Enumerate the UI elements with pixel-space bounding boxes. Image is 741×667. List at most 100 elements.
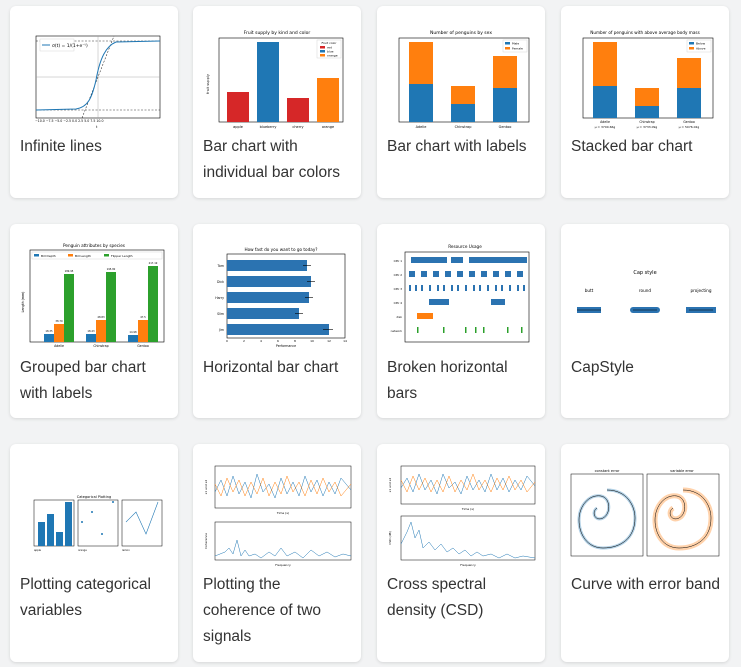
svg-text:Frequency: Frequency — [275, 563, 291, 567]
svg-text:CPU 3: CPU 3 — [394, 287, 403, 291]
svg-text:217.19: 217.19 — [149, 261, 158, 265]
bar-colors-thumbnail-icon: Fruit supply by kind and color fruit sup… — [206, 30, 344, 129]
svg-text:Adelie: Adelie — [54, 344, 64, 348]
svg-text:CPU 2: CPU 2 — [394, 273, 403, 277]
card-title: Infinite lines — [20, 138, 102, 155]
svg-text:projecting: projecting — [690, 288, 711, 293]
svg-text:195.82: 195.82 — [107, 267, 116, 271]
svg-text:Below: Below — [696, 42, 706, 46]
card-title: Bar chart with individual bar colors — [203, 138, 340, 181]
svg-text:t: t — [96, 125, 98, 129]
svg-text:orange: orange — [78, 549, 87, 552]
svg-text:Length (mm): Length (mm) — [21, 292, 25, 313]
gallery-card-stacked-bar[interactable]: Number of penguins with above average bo… — [561, 6, 729, 198]
gallery-card-bar-colors[interactable]: Fruit supply by kind and color fruit sup… — [193, 6, 361, 198]
svg-text:Gentoo: Gentoo — [137, 344, 149, 348]
card-title: Plotting the coherence of two signals — [203, 576, 322, 645]
svg-text:12: 12 — [327, 339, 331, 343]
svg-text:Time (s): Time (s) — [276, 511, 289, 515]
svg-text:blueberry: blueberry — [260, 125, 277, 129]
svg-text:Performance: Performance — [276, 344, 296, 348]
svg-text:round: round — [639, 288, 651, 293]
gallery-card-categorical[interactable]: Categorical Plotting apple orange lemon … — [10, 444, 178, 662]
card-title: Curve with error band — [571, 576, 721, 593]
card-title: Broken horizontal bars — [387, 359, 508, 402]
svg-text:Fruit color: Fruit color — [322, 41, 338, 45]
svg-text:Gentoo: Gentoo — [499, 125, 512, 129]
svg-text:Slim: Slim — [217, 312, 224, 316]
svg-text:Frequency: Frequency — [460, 563, 476, 567]
svg-text:Dick: Dick — [217, 280, 224, 284]
gallery-card-broken-barh[interactable]: Resource Usage CPU 1 CPU 2 CPU 3 CPU 4 d… — [377, 224, 545, 418]
svg-text:Female: Female — [512, 47, 523, 51]
horizontal-bar-thumbnail-icon: How fast do you want to go today? Tom Di… — [215, 247, 347, 348]
svg-text:Jim: Jim — [218, 328, 224, 332]
svg-text:Fruit supply by kind and color: Fruit supply by kind and color — [244, 30, 311, 36]
svg-text:Adelie: Adelie — [416, 125, 427, 129]
svg-text:How fast do you want to go tod: How fast do you want to go today? — [244, 247, 317, 252]
svg-text:CPU 4: CPU 4 — [394, 301, 403, 305]
svg-text:Flipper Length: Flipper Length — [111, 254, 133, 258]
svg-text:Number of penguins with above: Number of penguins with above average bo… — [590, 30, 700, 35]
svg-text:orange: orange — [327, 54, 338, 58]
svg-text:σ(t) = 1/(1+e⁻ᵗ): σ(t) = 1/(1+e⁻ᵗ) — [52, 43, 88, 49]
svg-text:s1 and s2: s1 and s2 — [388, 478, 392, 493]
svg-text:18.43: 18.43 — [87, 329, 95, 333]
svg-text:μ = 3733.09g: μ = 3733.09g — [637, 125, 658, 129]
svg-text:fruit supply: fruit supply — [206, 74, 210, 94]
svg-text:red: red — [327, 46, 332, 50]
gallery-card-grouped-bar[interactable]: Penguin attributes by species Length (mm… — [10, 224, 178, 418]
gallery-card-horizontal-bar[interactable]: How fast do you want to go today? Tom Di… — [193, 224, 361, 418]
gallery-card-bar-labels[interactable]: Number of penguins by sex Male Female Ad… — [377, 6, 545, 198]
svg-text:38.79: 38.79 — [55, 319, 63, 323]
stacked-bar-thumbnail-icon: Number of penguins with above average bo… — [582, 30, 714, 129]
card-title: Plotting categorical variables — [20, 576, 151, 619]
svg-text:4: 4 — [260, 339, 262, 343]
svg-text:Number of penguins by sex: Number of penguins by sex — [430, 30, 492, 36]
svg-text:10: 10 — [310, 339, 314, 343]
svg-text:Tom: Tom — [217, 264, 224, 268]
card-title: CapStyle — [571, 359, 634, 376]
svg-text:47.5: 47.5 — [140, 315, 146, 319]
svg-text:apple: apple — [233, 125, 243, 129]
svg-text:lemon: lemon — [122, 548, 130, 552]
svg-text:cherry: cherry — [292, 125, 303, 129]
svg-text:Categorical Plotting: Categorical Plotting — [77, 495, 111, 499]
svg-text:Chinstrap: Chinstrap — [455, 125, 473, 129]
csd-thumbnail-icon: Time (s) s1 and s2 Frequency CSD (dB) — [388, 465, 536, 567]
bar-labels-thumbnail-icon: Number of penguins by sex Male Female Ad… — [398, 30, 530, 129]
svg-text:189.95: 189.95 — [65, 269, 74, 273]
svg-text:0: 0 — [226, 339, 228, 343]
card-title: Grouped bar chart with labels — [20, 359, 146, 402]
gallery-card-infinite-lines[interactable]: σ(t) = 1/(1+e⁻ᵗ) −10.0 −7.5 −5.0 −2.5 0.… — [10, 6, 178, 198]
gallery-card-csd[interactable]: Time (s) s1 and s2 Frequency CSD (dB) Cr… — [377, 444, 545, 662]
svg-text:Bill Depth: Bill Depth — [41, 254, 56, 258]
svg-text:Adelie: Adelie — [600, 120, 610, 124]
svg-text:48.83: 48.83 — [97, 315, 105, 319]
svg-text:Penguin attributes by species: Penguin attributes by species — [63, 243, 125, 248]
svg-text:Coherence: Coherence — [204, 533, 208, 549]
svg-text:μ = 3700.66g: μ = 3700.66g — [595, 125, 616, 129]
card-title: Horizontal bar chart — [203, 359, 339, 376]
svg-text:2: 2 — [243, 339, 245, 343]
svg-text:Resource Usage: Resource Usage — [448, 244, 482, 249]
gallery-card-coherence[interactable]: Time (s) s1 and s2 Frequency Coherence P… — [193, 444, 361, 662]
categorical-thumbnail-icon: Categorical Plotting apple orange lemon — [33, 495, 163, 552]
svg-text:Cap style: Cap style — [633, 270, 656, 276]
svg-text:butt: butt — [585, 288, 594, 293]
svg-text:14: 14 — [343, 339, 347, 343]
card-title: Cross spectral density (CSD) — [387, 576, 487, 619]
svg-text:6: 6 — [277, 339, 279, 343]
svg-text:14.98: 14.98 — [129, 330, 137, 334]
svg-text:orange: orange — [322, 125, 334, 129]
gallery-card-capstyle[interactable]: Cap style butt round projecting CapStyle — [561, 224, 729, 418]
gallery-card-error-band[interactable]: constant error variable error Curve with… — [561, 444, 729, 662]
svg-text:8: 8 — [294, 339, 296, 343]
svg-text:Male: Male — [512, 42, 519, 46]
svg-text:μ = 5076.02g: μ = 5076.02g — [679, 125, 700, 129]
svg-text:Above: Above — [696, 47, 706, 51]
svg-text:Time (s): Time (s) — [461, 507, 474, 511]
card-title: Bar chart with labels — [387, 138, 527, 155]
infinite-lines-thumbnail-icon: σ(t) = 1/(1+e⁻ᵗ) −10.0 −7.5 −5.0 −2.5 0.… — [35, 35, 161, 129]
svg-text:Harry: Harry — [215, 296, 224, 300]
